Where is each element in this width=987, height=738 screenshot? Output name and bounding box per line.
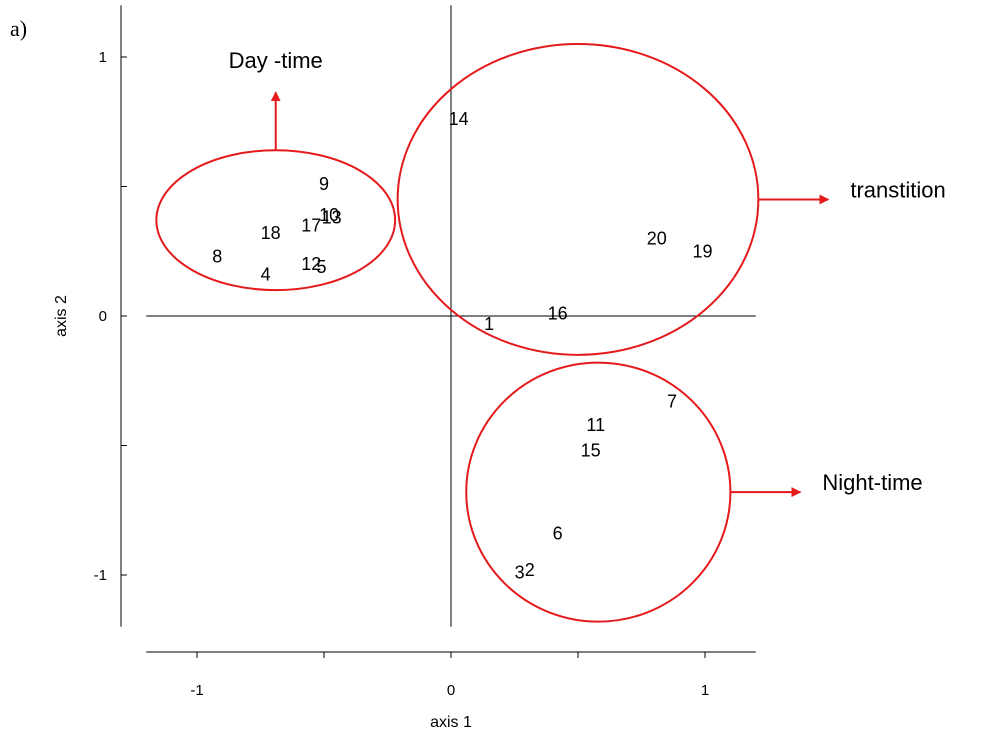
annotations: Day -time transtition Night-time: [155, 43, 946, 623]
data-point-label: 13: [322, 208, 342, 228]
y-tick-label: -1: [94, 567, 107, 584]
panel-label: a): [10, 16, 28, 41]
annotation-label: transtition: [850, 177, 945, 202]
y-tick-label: 0: [99, 308, 107, 325]
x-tick-label: 1: [701, 682, 709, 699]
y-tick-label: 1: [99, 49, 107, 66]
data-point-label: 2: [525, 560, 535, 580]
data-point-label: 3: [515, 562, 525, 582]
data-point-label: 11: [586, 415, 605, 435]
cluster-ellipse: [465, 361, 732, 623]
data-point-label: 4: [261, 265, 271, 285]
data-point-label: 7: [667, 391, 677, 411]
x-tick-label: 0: [447, 682, 455, 699]
data-point-label: 1: [484, 314, 494, 334]
data-point-label: 8: [212, 246, 222, 266]
data-point-label: 5: [316, 257, 326, 277]
data-point-label: 12: [301, 254, 321, 274]
x-axis-label: axis 1: [430, 714, 472, 731]
data-point-label: 10: [319, 205, 339, 225]
data-point-label: 20: [647, 228, 667, 248]
data-point-label: 9: [319, 174, 329, 194]
data-point-label: 15: [581, 441, 601, 461]
x-tick-label: -1: [190, 682, 203, 699]
annotation-label: Night-time: [822, 470, 922, 495]
cluster-ellipse: [396, 43, 760, 356]
cluster-ellipse: [155, 149, 397, 292]
data-point-label: 17: [301, 215, 321, 235]
data-point-label: 14: [449, 109, 469, 129]
data-point-label: 16: [548, 303, 568, 323]
data-point-label: 18: [261, 223, 281, 243]
y-axis-label: axis 2: [53, 295, 70, 337]
data-point-label: 6: [553, 524, 563, 544]
axes: -1 0 1 -1 0 1: [94, 5, 756, 699]
annotation-label: Day -time: [229, 48, 323, 73]
data-point-label: 19: [692, 241, 712, 261]
